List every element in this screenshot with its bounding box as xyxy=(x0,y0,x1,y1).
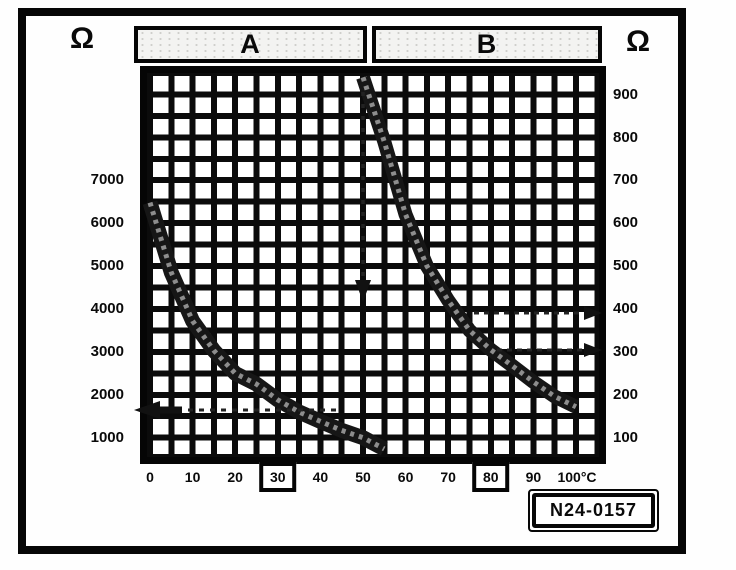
right-axis-label: 300 xyxy=(613,343,639,360)
left-axis-label: 4000 xyxy=(90,300,124,317)
x-axis-label: 10 xyxy=(184,469,201,485)
right-axis-label: 900 xyxy=(613,86,639,103)
x-axis-label: 40 xyxy=(312,469,329,485)
figure-code-text: N24-0157 xyxy=(532,493,656,528)
left-axis-label: 2000 xyxy=(90,386,124,403)
x-axis-label: 0 xyxy=(146,469,154,485)
x-axis-label: 60 xyxy=(397,469,414,485)
right-axis-label: 800 xyxy=(613,129,639,146)
right-axis-label: 400 xyxy=(613,300,639,317)
right-axis-label: 600 xyxy=(613,214,639,231)
left-axis-label: 1000 xyxy=(90,429,124,446)
region-a-header-box: A xyxy=(134,26,367,63)
x-axis-label: 90 xyxy=(525,469,542,485)
x-axis-label: 100°C xyxy=(557,469,597,485)
left-axis-label: 3000 xyxy=(90,343,124,360)
x-axis-label: 70 xyxy=(440,469,456,485)
left-axis-unit-ohm: Ω xyxy=(70,22,95,55)
left-axis-label: 5000 xyxy=(90,257,124,274)
plot-grid xyxy=(140,66,606,464)
right-axis-label: 500 xyxy=(613,257,639,274)
figure-border-frame xyxy=(18,8,686,554)
region-b-header-box: B xyxy=(372,26,602,63)
left-axis-label: 7000 xyxy=(90,171,124,188)
figure-code-box: N24-0157 xyxy=(528,489,660,532)
right-axis-unit-ohm: Ω xyxy=(626,25,651,58)
region-a-label: A xyxy=(240,29,261,59)
x-axis-label-boxed-80: 80 xyxy=(472,462,510,492)
right-axis-label: 200 xyxy=(613,386,639,403)
right-axis-label: 700 xyxy=(613,171,639,188)
right-axis-label: 100 xyxy=(613,429,639,446)
x-axis-label: 50 xyxy=(355,469,371,485)
x-axis-label-boxed-30: 30 xyxy=(259,462,297,492)
left-axis-label: 6000 xyxy=(90,214,124,231)
region-b-label: B xyxy=(476,29,498,59)
x-axis-label: 20 xyxy=(227,469,243,485)
